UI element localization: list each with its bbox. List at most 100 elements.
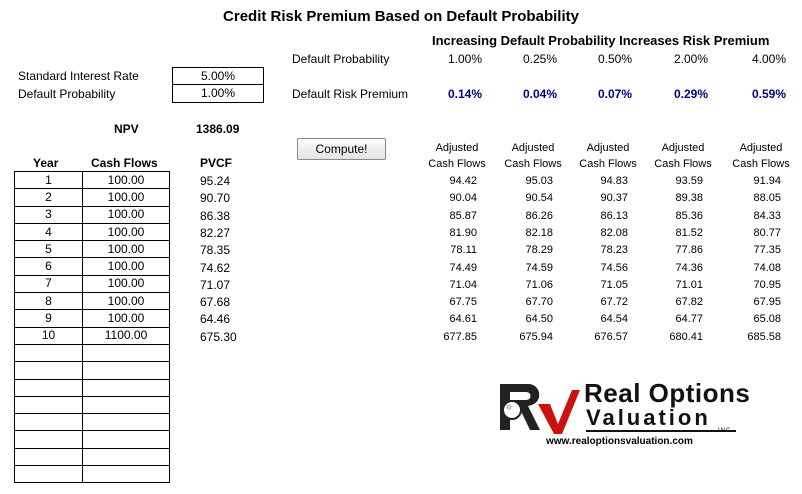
adjusted-cash-flow-cell: 94.42 [449, 175, 477, 187]
cash-flow-cell[interactable] [82, 430, 170, 449]
compute-button[interactable]: Compute! [297, 138, 386, 160]
year-cell[interactable]: 4 [14, 222, 83, 242]
pvcf-cell: 64.46 [200, 312, 231, 327]
pvcf-cell: 95.24 [200, 174, 231, 188]
cash-flow-cell[interactable] [82, 447, 170, 467]
logo-line2: Valuation [586, 405, 711, 430]
year-cell[interactable] [14, 395, 83, 415]
table-row [14, 395, 170, 415]
table-row: 1 100.00 [14, 170, 170, 190]
adjusted-header-line2: Cash Flows [428, 158, 486, 170]
adjusted-header-line1: Adjusted [435, 142, 479, 154]
adjusted-header-line2: Cash Flows [579, 158, 637, 170]
pvcf-cell: 74.62 [200, 260, 231, 275]
table-row [14, 413, 170, 432]
year-cell[interactable]: 10 [14, 326, 83, 345]
year-cell[interactable] [14, 465, 83, 484]
interest-rate-input[interactable]: 5.00% [172, 67, 264, 85]
adjusted-cash-flow-cell: 74.56 [600, 261, 628, 274]
scenario-probability[interactable]: 4.00% [751, 52, 786, 66]
cash-flow-cell[interactable]: 100.00 [82, 170, 170, 190]
cash-flow-cell[interactable]: 100.00 [82, 292, 170, 311]
adjusted-cash-flow-cell: 86.13 [600, 209, 628, 222]
year-cell[interactable]: 8 [14, 292, 83, 311]
adjusted-cash-flow-cell: 680.41 [669, 330, 703, 343]
adjusted-cash-flow-cell: 71.04 [449, 278, 477, 291]
adjusted-cash-flow-cell: 95.03 [525, 175, 553, 187]
adjusted-cash-flow-cell: 74.36 [675, 261, 703, 274]
year-cell[interactable]: 9 [14, 309, 83, 328]
adjusted-header-line1: Adjusted [661, 142, 705, 154]
table-row: 7 100.00 [14, 274, 170, 294]
table-row [14, 343, 170, 363]
cash-flow-cell[interactable]: 100.00 [82, 274, 170, 294]
pvcf-cell: 90.70 [200, 191, 231, 206]
adjusted-cash-flow-cell: 88.05 [753, 192, 781, 205]
cash-flow-cell[interactable] [82, 343, 170, 363]
table-row [14, 361, 170, 380]
cash-flow-cell[interactable] [82, 413, 170, 432]
scenario-probability[interactable]: 0.50% [597, 52, 632, 66]
adjusted-cash-flow-cell: 67.82 [675, 296, 703, 309]
page-title: Credit Risk Premium Based on Default Pro… [223, 8, 579, 25]
cash-flow-cell[interactable]: 100.00 [82, 222, 170, 242]
cash-flow-cell[interactable]: 100.00 [82, 309, 170, 328]
adjusted-cash-flow-cell: 78.23 [600, 244, 628, 257]
year-cell[interactable]: 7 [14, 274, 83, 294]
pvcf-cell: 82.27 [200, 225, 231, 240]
company-logo: Real Options Valuation INC www.realoptio… [492, 374, 752, 454]
year-cell[interactable] [14, 343, 83, 363]
cash-flow-cell[interactable]: 100.00 [82, 205, 170, 224]
cash-flow-cell[interactable]: 100.00 [82, 257, 170, 276]
year-cell[interactable]: 3 [14, 205, 83, 224]
cash-flow-cell[interactable] [82, 361, 170, 380]
interest-rate-label: Standard Interest Rate [18, 69, 139, 83]
year-cell[interactable] [14, 430, 83, 449]
pvcf-cell: 67.68 [200, 295, 231, 310]
scenario-risk-premium: 0.29% [673, 87, 708, 101]
default-probability-input[interactable]: 1.00% [172, 85, 264, 103]
adjusted-cash-flow-cell: 77.35 [753, 244, 781, 257]
adjusted-header: Adjusted Cash Flows [726, 140, 796, 172]
year-cell[interactable] [14, 447, 83, 467]
table-row [14, 378, 170, 397]
rv-logo-icon [500, 384, 580, 434]
adjusted-cash-flow-cell: 81.52 [675, 226, 703, 239]
adjusted-cash-flow-cell: 70.95 [753, 278, 781, 291]
year-cell[interactable] [14, 378, 83, 397]
year-cell[interactable] [14, 361, 83, 380]
year-cell[interactable]: 5 [14, 240, 83, 259]
year-header: Year [33, 156, 59, 170]
cash-flow-cell[interactable]: 100.00 [82, 240, 170, 259]
adjusted-cash-flow-cell: 74.08 [753, 261, 781, 274]
cash-flow-cell[interactable] [82, 465, 170, 484]
adjusted-cash-flow-cell: 677.85 [443, 330, 477, 343]
scenario-probability[interactable]: 2.00% [673, 52, 708, 66]
year-cell[interactable]: 2 [14, 188, 83, 207]
cash-flow-cell[interactable] [82, 395, 170, 415]
table-row: 8 100.00 [14, 292, 170, 311]
adjusted-cash-flow-cell: 82.18 [525, 226, 553, 239]
scenario-risk-premium: 0.59% [751, 87, 786, 101]
adjusted-cash-flow-cell: 82.08 [600, 226, 628, 239]
scenario-risk-premium: 0.07% [597, 87, 632, 101]
adjusted-cash-flow-cell: 84.33 [753, 209, 781, 222]
cash-flow-cell[interactable]: 1100.00 [82, 326, 170, 345]
adjusted-header-line1: Adjusted [511, 142, 555, 154]
pvcf-cell: 86.38 [200, 208, 231, 223]
table-row: 5 100.00 [14, 240, 170, 259]
year-cell[interactable] [14, 413, 83, 432]
adjusted-cash-flow-cell: 90.04 [449, 192, 477, 205]
adjusted-cash-flow-cell: 85.36 [675, 209, 703, 222]
year-cell[interactable]: 6 [14, 257, 83, 276]
logo-url: www.realoptionsvaluation.com [546, 436, 693, 447]
cash-flow-cell[interactable]: 100.00 [82, 188, 170, 207]
scenario-probability[interactable]: 0.25% [522, 52, 557, 66]
year-cell[interactable]: 1 [14, 170, 83, 190]
adjusted-header: Adjusted Cash Flows [422, 140, 492, 172]
adjusted-header-line2: Cash Flows [654, 158, 712, 170]
scenario-probability[interactable]: 1.00% [447, 52, 482, 66]
adjusted-cash-flow-cell: 71.05 [600, 278, 628, 291]
cash-flow-cell[interactable] [82, 378, 170, 397]
adjusted-cash-flow-cell: 64.77 [675, 313, 703, 326]
